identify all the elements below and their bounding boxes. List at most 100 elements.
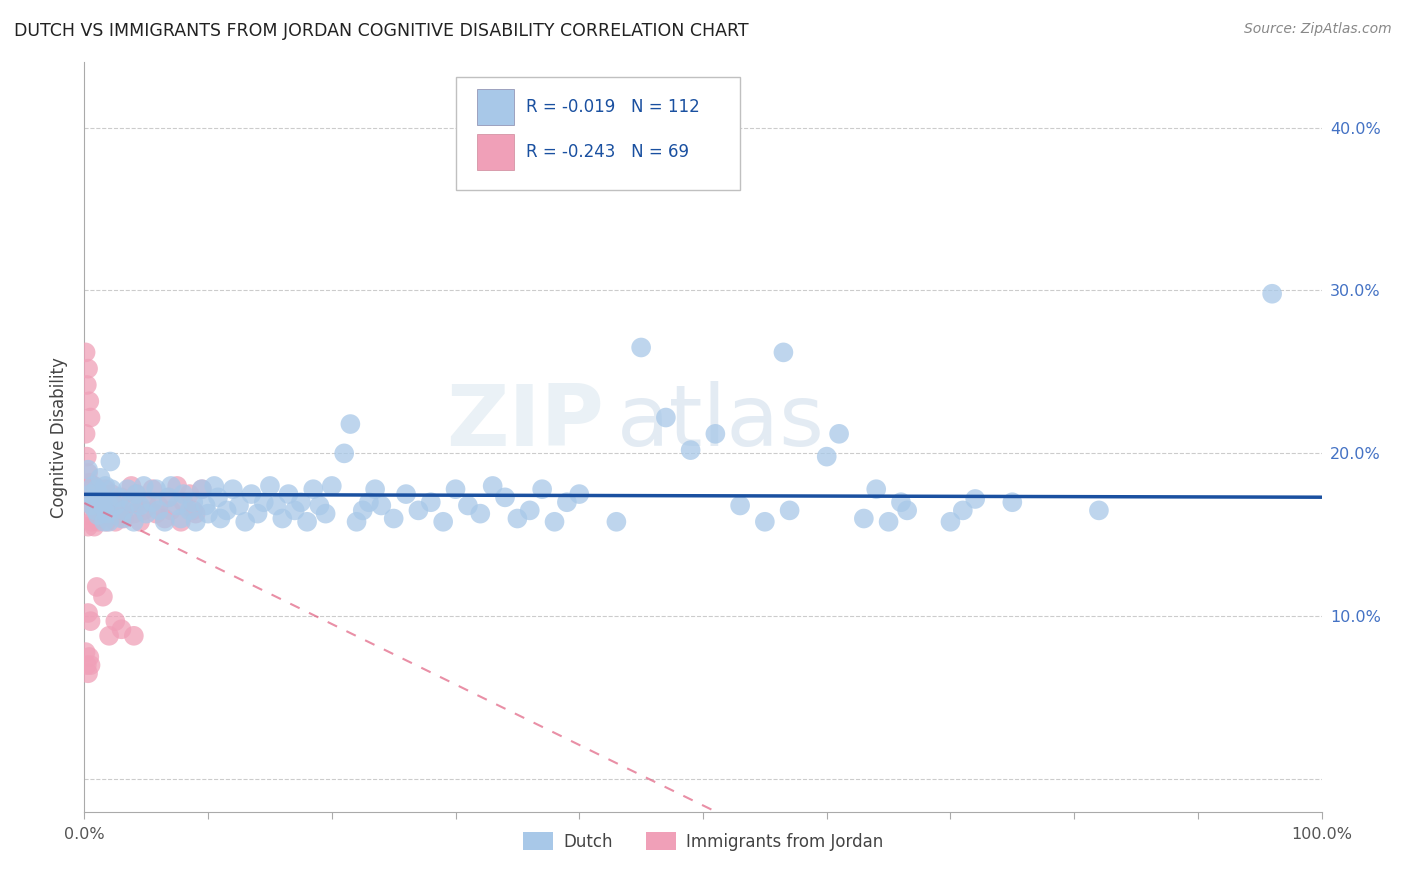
Point	[77, 519, 100, 533]
Point	[1088, 503, 1111, 517]
Point	[153, 515, 176, 529]
Point	[1261, 286, 1284, 301]
Point	[80, 491, 103, 506]
Point	[470, 507, 492, 521]
Point	[89, 511, 111, 525]
Point	[104, 614, 127, 628]
Point	[194, 499, 217, 513]
Point	[77, 606, 100, 620]
Point	[97, 495, 120, 509]
Point	[419, 495, 441, 509]
Point	[772, 345, 794, 359]
Point	[157, 491, 180, 505]
Point	[132, 479, 155, 493]
Point	[75, 645, 97, 659]
Point	[83, 479, 105, 493]
Point	[98, 515, 121, 529]
Point	[75, 426, 97, 441]
Point	[531, 482, 554, 496]
Point	[112, 503, 135, 517]
Point	[79, 508, 101, 523]
Point	[494, 491, 516, 505]
Point	[145, 507, 167, 521]
Point	[122, 515, 145, 529]
Point	[315, 507, 337, 521]
Point	[87, 508, 110, 523]
Point	[679, 443, 702, 458]
Point	[82, 479, 104, 493]
Point	[457, 499, 479, 513]
Point	[302, 482, 325, 496]
Text: ZIP: ZIP	[446, 381, 605, 464]
Point	[939, 515, 962, 529]
Point	[76, 450, 98, 464]
Point	[79, 410, 101, 425]
Point	[184, 507, 207, 521]
Point	[77, 463, 100, 477]
Point	[98, 454, 121, 468]
Point	[104, 499, 127, 513]
Point	[90, 500, 112, 515]
Point	[145, 482, 167, 496]
Point	[94, 479, 117, 493]
Point	[84, 503, 107, 517]
Point	[357, 495, 380, 509]
Point	[108, 491, 131, 505]
Point	[129, 499, 152, 513]
Point	[779, 503, 801, 517]
Point	[246, 507, 269, 521]
Point	[172, 487, 194, 501]
Point	[91, 590, 114, 604]
Point	[181, 495, 204, 509]
Point	[93, 515, 115, 529]
Point	[209, 511, 232, 525]
Point	[93, 495, 115, 509]
Point	[117, 499, 139, 513]
Point	[87, 515, 110, 529]
Y-axis label: Cognitive Disability: Cognitive Disability	[51, 357, 69, 517]
Point	[170, 511, 193, 525]
Text: atlas: atlas	[616, 381, 824, 464]
Point	[79, 482, 101, 496]
Point	[568, 487, 591, 501]
Point	[104, 515, 127, 529]
Point	[655, 410, 678, 425]
Point	[83, 491, 105, 506]
Point	[84, 495, 107, 509]
Point	[271, 511, 294, 525]
Point	[382, 511, 405, 525]
Point	[228, 499, 250, 513]
Point	[965, 491, 987, 506]
Point	[122, 629, 145, 643]
FancyBboxPatch shape	[456, 78, 740, 190]
Point	[129, 515, 152, 529]
Point	[1001, 495, 1024, 509]
Point	[101, 499, 124, 513]
Point	[181, 503, 204, 517]
Point	[202, 479, 225, 493]
Point	[444, 482, 467, 496]
Point	[86, 482, 108, 496]
Point	[233, 515, 256, 529]
Text: Source: ZipAtlas.com: Source: ZipAtlas.com	[1244, 22, 1392, 37]
Point	[79, 475, 101, 490]
Point	[110, 511, 132, 525]
Point	[308, 499, 330, 513]
Text: R = -0.243   N = 69: R = -0.243 N = 69	[526, 144, 689, 161]
Point	[120, 479, 142, 493]
Point	[166, 499, 188, 513]
Point	[890, 495, 912, 509]
Point	[896, 503, 918, 517]
Point	[83, 519, 105, 533]
Point	[179, 487, 201, 501]
Point	[352, 503, 374, 517]
Point	[506, 511, 529, 525]
Point	[86, 580, 108, 594]
Point	[98, 629, 121, 643]
Point	[754, 515, 776, 529]
Point	[77, 361, 100, 376]
Point	[191, 482, 214, 496]
Point	[184, 515, 207, 529]
Point	[100, 482, 122, 496]
Point	[100, 487, 122, 501]
